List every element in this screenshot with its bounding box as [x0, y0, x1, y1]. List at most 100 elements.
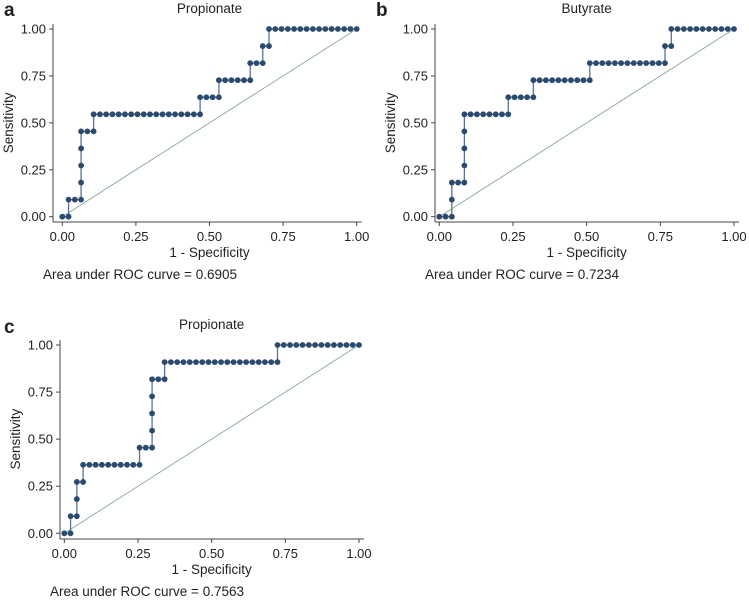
- roc-point: [96, 111, 103, 118]
- roc-point: [197, 111, 204, 118]
- roc-point: [159, 111, 166, 118]
- roc-point: [67, 513, 74, 520]
- roc-point: [230, 359, 237, 366]
- roc-point: [293, 342, 300, 348]
- roc-point: [718, 26, 725, 32]
- roc-point: [687, 26, 694, 32]
- roc-point: [61, 530, 68, 537]
- roc-point: [134, 111, 141, 118]
- auc-annotation: Area under ROC curve = 0.7234: [425, 267, 619, 282]
- roc-point: [356, 342, 362, 348]
- roc-point: [448, 213, 455, 220]
- roc-point: [65, 196, 72, 203]
- roc-point: [211, 359, 218, 366]
- roc-point: [203, 94, 210, 101]
- y-tick-label: 0.50: [28, 432, 53, 447]
- x-tick-label: 1.00: [344, 229, 369, 244]
- y-tick-label: 0.25: [403, 162, 428, 177]
- roc-point: [436, 213, 443, 220]
- roc-point: [486, 111, 493, 118]
- roc-point: [90, 128, 97, 135]
- roc-point: [178, 111, 185, 118]
- roc-point: [280, 342, 287, 348]
- roc-point: [241, 77, 247, 84]
- roc-point: [593, 60, 599, 67]
- roc-point: [59, 213, 66, 220]
- roc-point: [140, 111, 147, 118]
- roc-point: [455, 179, 462, 186]
- roc-point: [643, 60, 650, 67]
- roc-point: [165, 111, 172, 118]
- roc-point: [78, 196, 84, 203]
- roc-point: [209, 94, 216, 101]
- roc-point: [172, 111, 178, 118]
- roc-point: [115, 111, 122, 118]
- roc-point: [568, 77, 574, 84]
- y-tick-label: 0.75: [21, 68, 46, 83]
- roc-point: [530, 94, 537, 101]
- roc-panel-b: b Butyrate 0.00 0.25 0.50 0.75 1.00 0.00 0.25 0.5…: [376, 0, 747, 282]
- roc-point: [605, 60, 612, 67]
- roc-point: [78, 179, 84, 186]
- roc-point: [184, 111, 191, 118]
- roc-point: [274, 342, 281, 348]
- roc-point: [99, 461, 105, 468]
- roc-point: [259, 43, 266, 49]
- roc-point: [268, 359, 275, 366]
- roc-point: [303, 26, 310, 32]
- roc-point: [266, 43, 272, 49]
- roc-point: [243, 359, 250, 366]
- roc-point: [180, 359, 187, 366]
- roc-point: [149, 444, 155, 451]
- roc-point: [461, 145, 468, 152]
- roc-point: [549, 77, 556, 84]
- roc-point: [111, 461, 118, 468]
- roc-point: [461, 162, 468, 169]
- roc-point: [73, 496, 80, 502]
- roc-point: [236, 359, 243, 366]
- roc-point: [86, 461, 93, 468]
- roc-point: [618, 60, 625, 67]
- roc-point: [662, 43, 668, 49]
- roc-point: [136, 461, 143, 468]
- roc-point: [474, 111, 480, 118]
- roc-point: [262, 359, 268, 366]
- roc-point: [161, 359, 168, 366]
- roc-point: [109, 111, 116, 118]
- roc-point: [347, 26, 354, 32]
- roc-point: [174, 359, 181, 366]
- roc-point: [80, 461, 87, 468]
- x-tick-label: 0.25: [125, 546, 150, 561]
- roc-point: [266, 26, 272, 32]
- roc-point: [680, 26, 687, 32]
- roc-panel-a: a Propionate 0.00 0.25 0.50 0.75 1.00 0.00 0.25 0…: [1, 0, 369, 282]
- roc-point: [73, 479, 80, 485]
- roc-point: [167, 359, 174, 366]
- y-tick-label: 0.75: [28, 385, 53, 400]
- roc-point: [136, 444, 143, 451]
- roc-point: [353, 26, 360, 32]
- x-tick-label: 0.50: [199, 546, 224, 561]
- x-tick-label: 0.00: [427, 229, 452, 244]
- roc-point: [253, 60, 260, 67]
- x-tick-label: 0.00: [52, 546, 77, 561]
- roc-point: [80, 479, 87, 485]
- roc-point: [467, 111, 474, 118]
- y-tick-label: 0.75: [403, 68, 428, 83]
- roc-point: [322, 26, 329, 32]
- x-tick-label: 0.50: [574, 229, 599, 244]
- roc-point: [147, 111, 153, 118]
- auc-annotation: Area under ROC curve = 0.6905: [43, 267, 237, 282]
- reference-diagonal-line: [64, 344, 360, 534]
- roc-point: [297, 26, 304, 32]
- roc-point: [255, 359, 262, 366]
- y-tick-label: 1.00: [403, 22, 428, 37]
- x-tick-label: 0.00: [50, 229, 75, 244]
- x-axis-label: 1 - Specificity: [169, 245, 250, 260]
- roc-point: [674, 26, 681, 32]
- roc-point: [247, 60, 254, 67]
- y-tick-label: 0.25: [21, 162, 46, 177]
- roc-point: [284, 26, 291, 32]
- roc-point: [343, 342, 350, 348]
